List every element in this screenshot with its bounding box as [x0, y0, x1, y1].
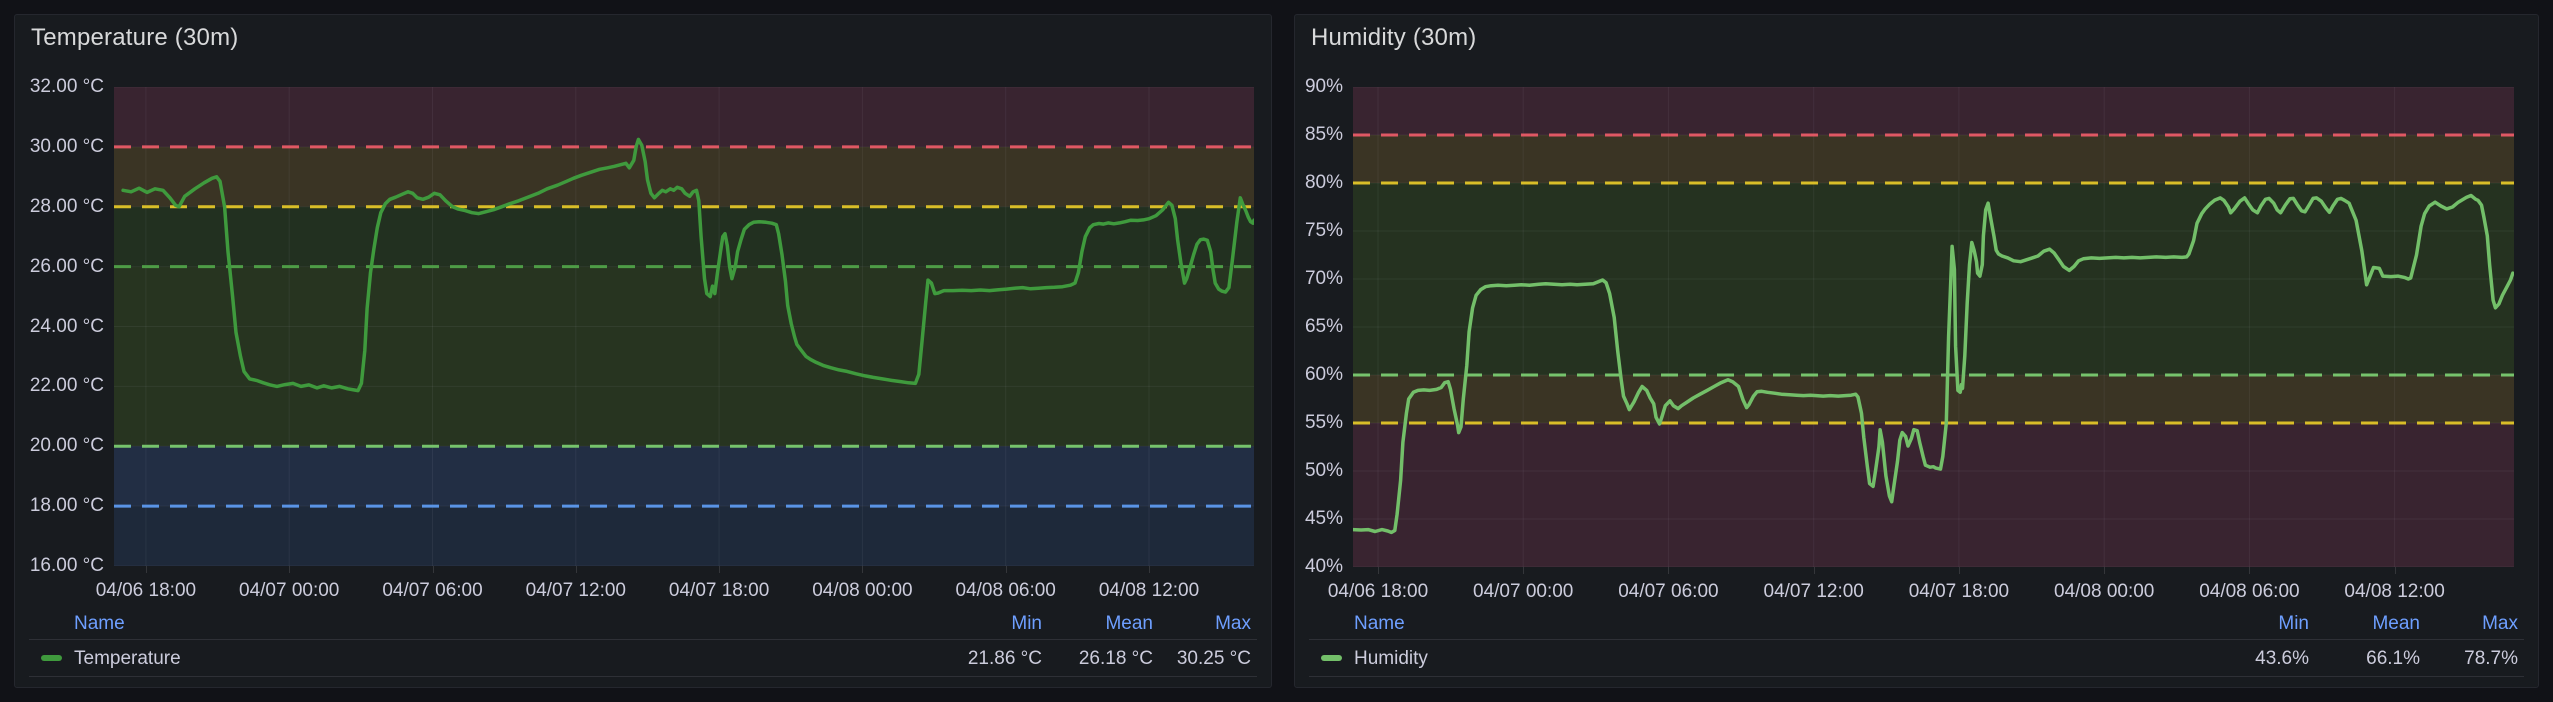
legend-temperature: Name Min Mean Max Temperature 21.86 °C 2…: [29, 609, 1257, 677]
y-axis-tick-label: 80%: [1304, 172, 1343, 193]
legend-header-mean[interactable]: Mean: [1105, 613, 1153, 634]
x-axis-tick-label: 04/07 06:00: [382, 580, 483, 601]
x-axis-tick-label: 04/07 06:00: [1618, 581, 1719, 602]
series-max-value: 30.25 °C: [1176, 648, 1251, 669]
legend-header: Name Min Mean Max: [29, 609, 1257, 639]
series-name[interactable]: Humidity: [1354, 648, 1428, 669]
y-axis-tick-label: 30.00 °C: [29, 135, 104, 157]
legend-header-max[interactable]: Max: [1215, 613, 1251, 634]
x-axis-tick-label: 04/07 18:00: [668, 580, 770, 601]
legend-header-max[interactable]: Max: [2482, 613, 2518, 634]
x-axis-tick-mark: [1005, 566, 1007, 573]
x-axis-tick-label: 04/07 12:00: [1763, 581, 1864, 602]
y-axis-tick-label: 18.00 °C: [29, 495, 104, 517]
legend-header-min[interactable]: Min: [1011, 613, 1042, 634]
y-axis-tick-label: 85%: [1304, 124, 1343, 145]
series-color-swatch: [1321, 655, 1342, 661]
series-min-value: 21.86 °C: [967, 648, 1042, 669]
panel-title-humidity[interactable]: Humidity (30m): [1311, 24, 1477, 51]
y-axis-tick-label: 20.00 °C: [29, 435, 104, 457]
series-max-value: 78.7%: [2464, 648, 2518, 669]
y-axis-tick-label: 16.00 °C: [29, 555, 104, 576]
x-axis-tick-label: 04/06 18:00: [1327, 581, 1429, 602]
x-axis-tick-mark: [289, 566, 291, 573]
x-axis-tick-label: 04/08 06:00: [955, 580, 1056, 601]
x-axis-tick-mark: [862, 566, 864, 573]
x-axis-tick-mark: [2249, 567, 2251, 574]
y-axis-tick-label: 22.00 °C: [29, 375, 104, 397]
y-axis-tick-label: 40%: [1304, 556, 1343, 577]
x-axis-tick-mark: [1668, 567, 1670, 574]
humidity-chart[interactable]: [1353, 87, 2514, 567]
x-axis-tick-mark: [575, 566, 577, 573]
panel-title-temperature[interactable]: Temperature (30m): [31, 24, 239, 51]
legend-header-min[interactable]: Min: [2278, 613, 2309, 634]
y-axis-tick-label: 24.00 °C: [29, 315, 104, 337]
x-axis-tick-label: 04/07 00:00: [1473, 581, 1574, 602]
x-axis-tick-label: 04/08 12:00: [1098, 580, 1200, 601]
x-axis-tick-mark: [719, 566, 721, 573]
x-axis-tick-label: 04/08 06:00: [2199, 581, 2300, 602]
series-mean-value: 26.18 °C: [1078, 648, 1153, 669]
temperature-x-axis: 04/06 18:00 04/07 00:00 04/07 06:00 04/07 1…: [96, 566, 1254, 602]
y-axis-tick-label: 65%: [1304, 316, 1343, 337]
y-axis-tick-label: 26.00 °C: [29, 255, 104, 277]
x-axis-tick-label: 04/08 12:00: [2344, 581, 2445, 602]
x-axis-tick-mark: [1149, 566, 1150, 573]
humidity-y-axis: 90% 85% 80% 75% 70% 65% 60% 55% 50% 45% 40%: [1295, 76, 1343, 577]
series-name[interactable]: Temperature: [74, 648, 181, 669]
y-axis-tick-label: 90%: [1304, 76, 1343, 97]
x-axis-tick-mark: [145, 566, 147, 573]
x-axis-tick-label: 04/08 00:00: [812, 580, 913, 601]
y-axis-tick-label: 28.00 °C: [29, 195, 104, 217]
x-axis-tick-label: 04/07 12:00: [525, 580, 626, 601]
legend-header: Name Min Mean Max: [1309, 609, 2524, 639]
panel-temperature: Temperature (30m) 32.00 °C 30.00 °C 28.00 …: [14, 14, 1272, 688]
legend-row-temperature: Temperature 21.86 °C 26.18 °C 30.25 °C: [29, 639, 1257, 677]
x-axis-tick-mark: [432, 566, 434, 573]
legend-humidity: Name Min Mean Max Humidity 43.6% 66.1% 7…: [1309, 609, 2524, 677]
legend-row-humidity: Humidity 43.6% 66.1% 78.7%: [1309, 639, 2524, 677]
y-axis-tick-label: 60%: [1304, 364, 1343, 385]
x-axis-tick-label: 04/07 18:00: [1908, 581, 2010, 602]
x-axis-tick-mark: [2104, 567, 2106, 574]
x-axis-tick-mark: [2394, 567, 2396, 574]
y-axis-tick-label: 32.00 °C: [29, 76, 104, 97]
series-mean-value: 66.1%: [2366, 648, 2420, 669]
humidity-x-axis: 04/06 18:00 04/07 00:00 04/07 06:00 04/07 1…: [1328, 567, 2514, 603]
y-axis-tick-label: 75%: [1304, 220, 1343, 241]
legend-header-name[interactable]: Name: [1354, 613, 1405, 634]
temperature-y-axis: 32.00 °C 30.00 °C 28.00 °C 26.00 °C 24.00 °C…: [15, 76, 104, 576]
x-axis-tick-mark: [1378, 567, 1379, 574]
legend-header-name[interactable]: Name: [74, 613, 125, 634]
series-color-swatch: [41, 655, 62, 661]
x-axis-tick-mark: [1958, 567, 1960, 574]
x-axis-tick-label: 04/07 00:00: [239, 580, 340, 601]
y-axis-tick-label: 50%: [1304, 460, 1343, 481]
legend-header-mean[interactable]: Mean: [2372, 613, 2420, 634]
y-axis-tick-label: 70%: [1304, 268, 1343, 289]
y-axis-tick-label: 45%: [1304, 508, 1343, 529]
x-axis-tick-label: 04/08 00:00: [2054, 581, 2155, 602]
x-axis-tick-mark: [1523, 567, 1525, 574]
x-axis-tick-mark: [1813, 567, 1815, 574]
series-min-value: 43.6%: [2255, 648, 2309, 669]
x-axis-tick-label: 04/06 18:00: [95, 580, 197, 601]
y-axis-tick-label: 55%: [1304, 412, 1343, 433]
temperature-chart[interactable]: [114, 87, 1254, 566]
panel-humidity: Humidity (30m) 90% 85% 80% 75% 70% 65% 60% 55% 5…: [1294, 14, 2539, 688]
